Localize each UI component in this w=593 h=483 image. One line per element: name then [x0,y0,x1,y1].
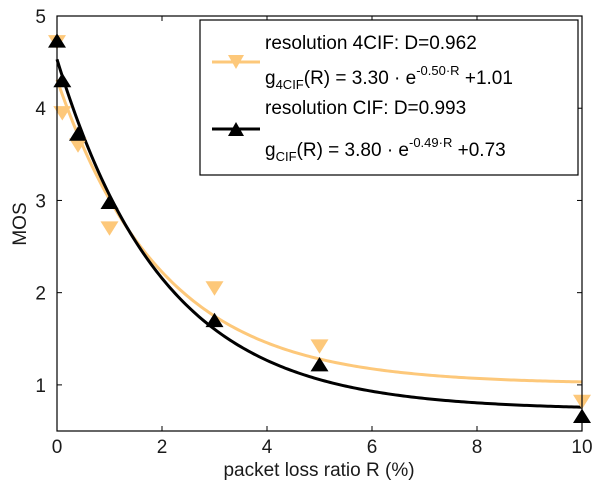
legend-4cif-title: resolution 4CIF: D=0.962 [265,33,477,54]
y-tick-label: 5 [35,7,46,28]
x-tick-label: 2 [157,437,168,458]
legend-cif-formula: gCIF(R) = 3.80 · e-0.49·R +0.73 [265,135,506,164]
legend: resolution 4CIF: D=0.962 g4CIF(R) = 3.30… [199,19,579,176]
y-axis-title: MOS [10,202,31,245]
plot-area-frame [56,15,583,432]
data-point-cif [69,126,87,141]
x-tick-label: 4 [262,437,273,458]
data-point-cif [310,357,329,372]
x-tick-label: 8 [472,437,483,458]
legend-4cif-formula: g4CIF(R) = 3.30 · e-0.50·R +1.01 [265,63,513,92]
data-markers [48,33,591,423]
x-tick-label: 0 [52,437,63,458]
legend-4cif-marker [228,55,244,69]
data-point-4cif [100,221,119,236]
y-tick-label: 1 [35,376,46,397]
legend-cif-title: resolution CIF: D=0.993 [265,98,466,119]
x-axis-title: packet loss ratio R (%) [223,460,414,481]
x-tick-label: 6 [367,437,378,458]
data-point-4cif [310,339,329,354]
y-tick-label: 2 [35,284,46,305]
x-tick-label: 10 [571,437,592,458]
data-point-cif [53,72,72,88]
legend-box [199,19,579,176]
data-point-4cif [53,106,72,121]
y-tick-label: 3 [35,191,46,212]
data-point-cif [100,194,119,209]
data-point-4cif [69,138,87,153]
legend-cif-marker [228,122,244,136]
data-point-cif [205,312,224,328]
data-point-4cif [205,281,224,296]
y-tick-label: 4 [35,99,46,120]
fit-curve-1 [55,58,583,409]
